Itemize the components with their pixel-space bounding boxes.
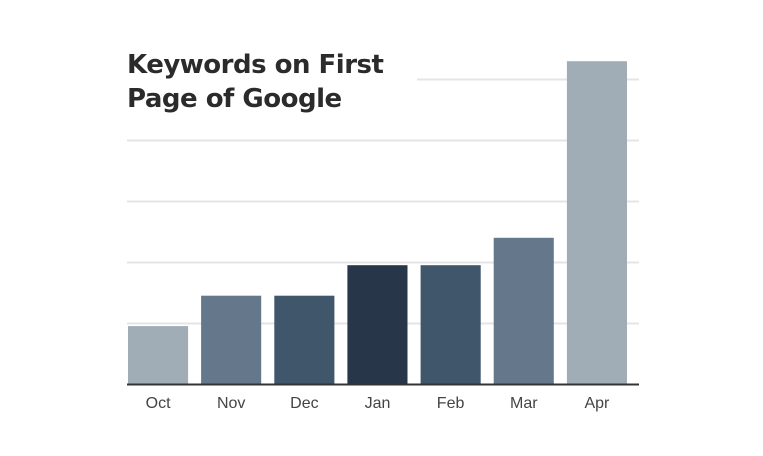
chart-title: Keywords on First Page of Google: [127, 48, 417, 116]
x-tick-label-dec: Dec: [290, 395, 318, 412]
bar-feb: [420, 265, 481, 384]
x-tick-label-jan: Jan: [365, 395, 391, 412]
x-tick-labels: Oct Nov Dec Jan Feb Mar Apr: [146, 395, 610, 412]
x-tick-label-mar: Mar: [510, 395, 538, 412]
bar-nov: [201, 295, 262, 384]
bar-mar: [493, 237, 554, 384]
x-tick-label-oct: Oct: [146, 395, 171, 412]
bar-apr: [566, 61, 627, 384]
x-tick-label-nov: Nov: [217, 395, 245, 412]
bar-oct: [128, 326, 189, 384]
x-tick-label-apr: Apr: [584, 395, 610, 412]
bar-jan: [347, 265, 408, 384]
bars: [128, 61, 627, 384]
x-tick-label-feb: Feb: [437, 395, 465, 412]
bar-dec: [274, 295, 335, 384]
